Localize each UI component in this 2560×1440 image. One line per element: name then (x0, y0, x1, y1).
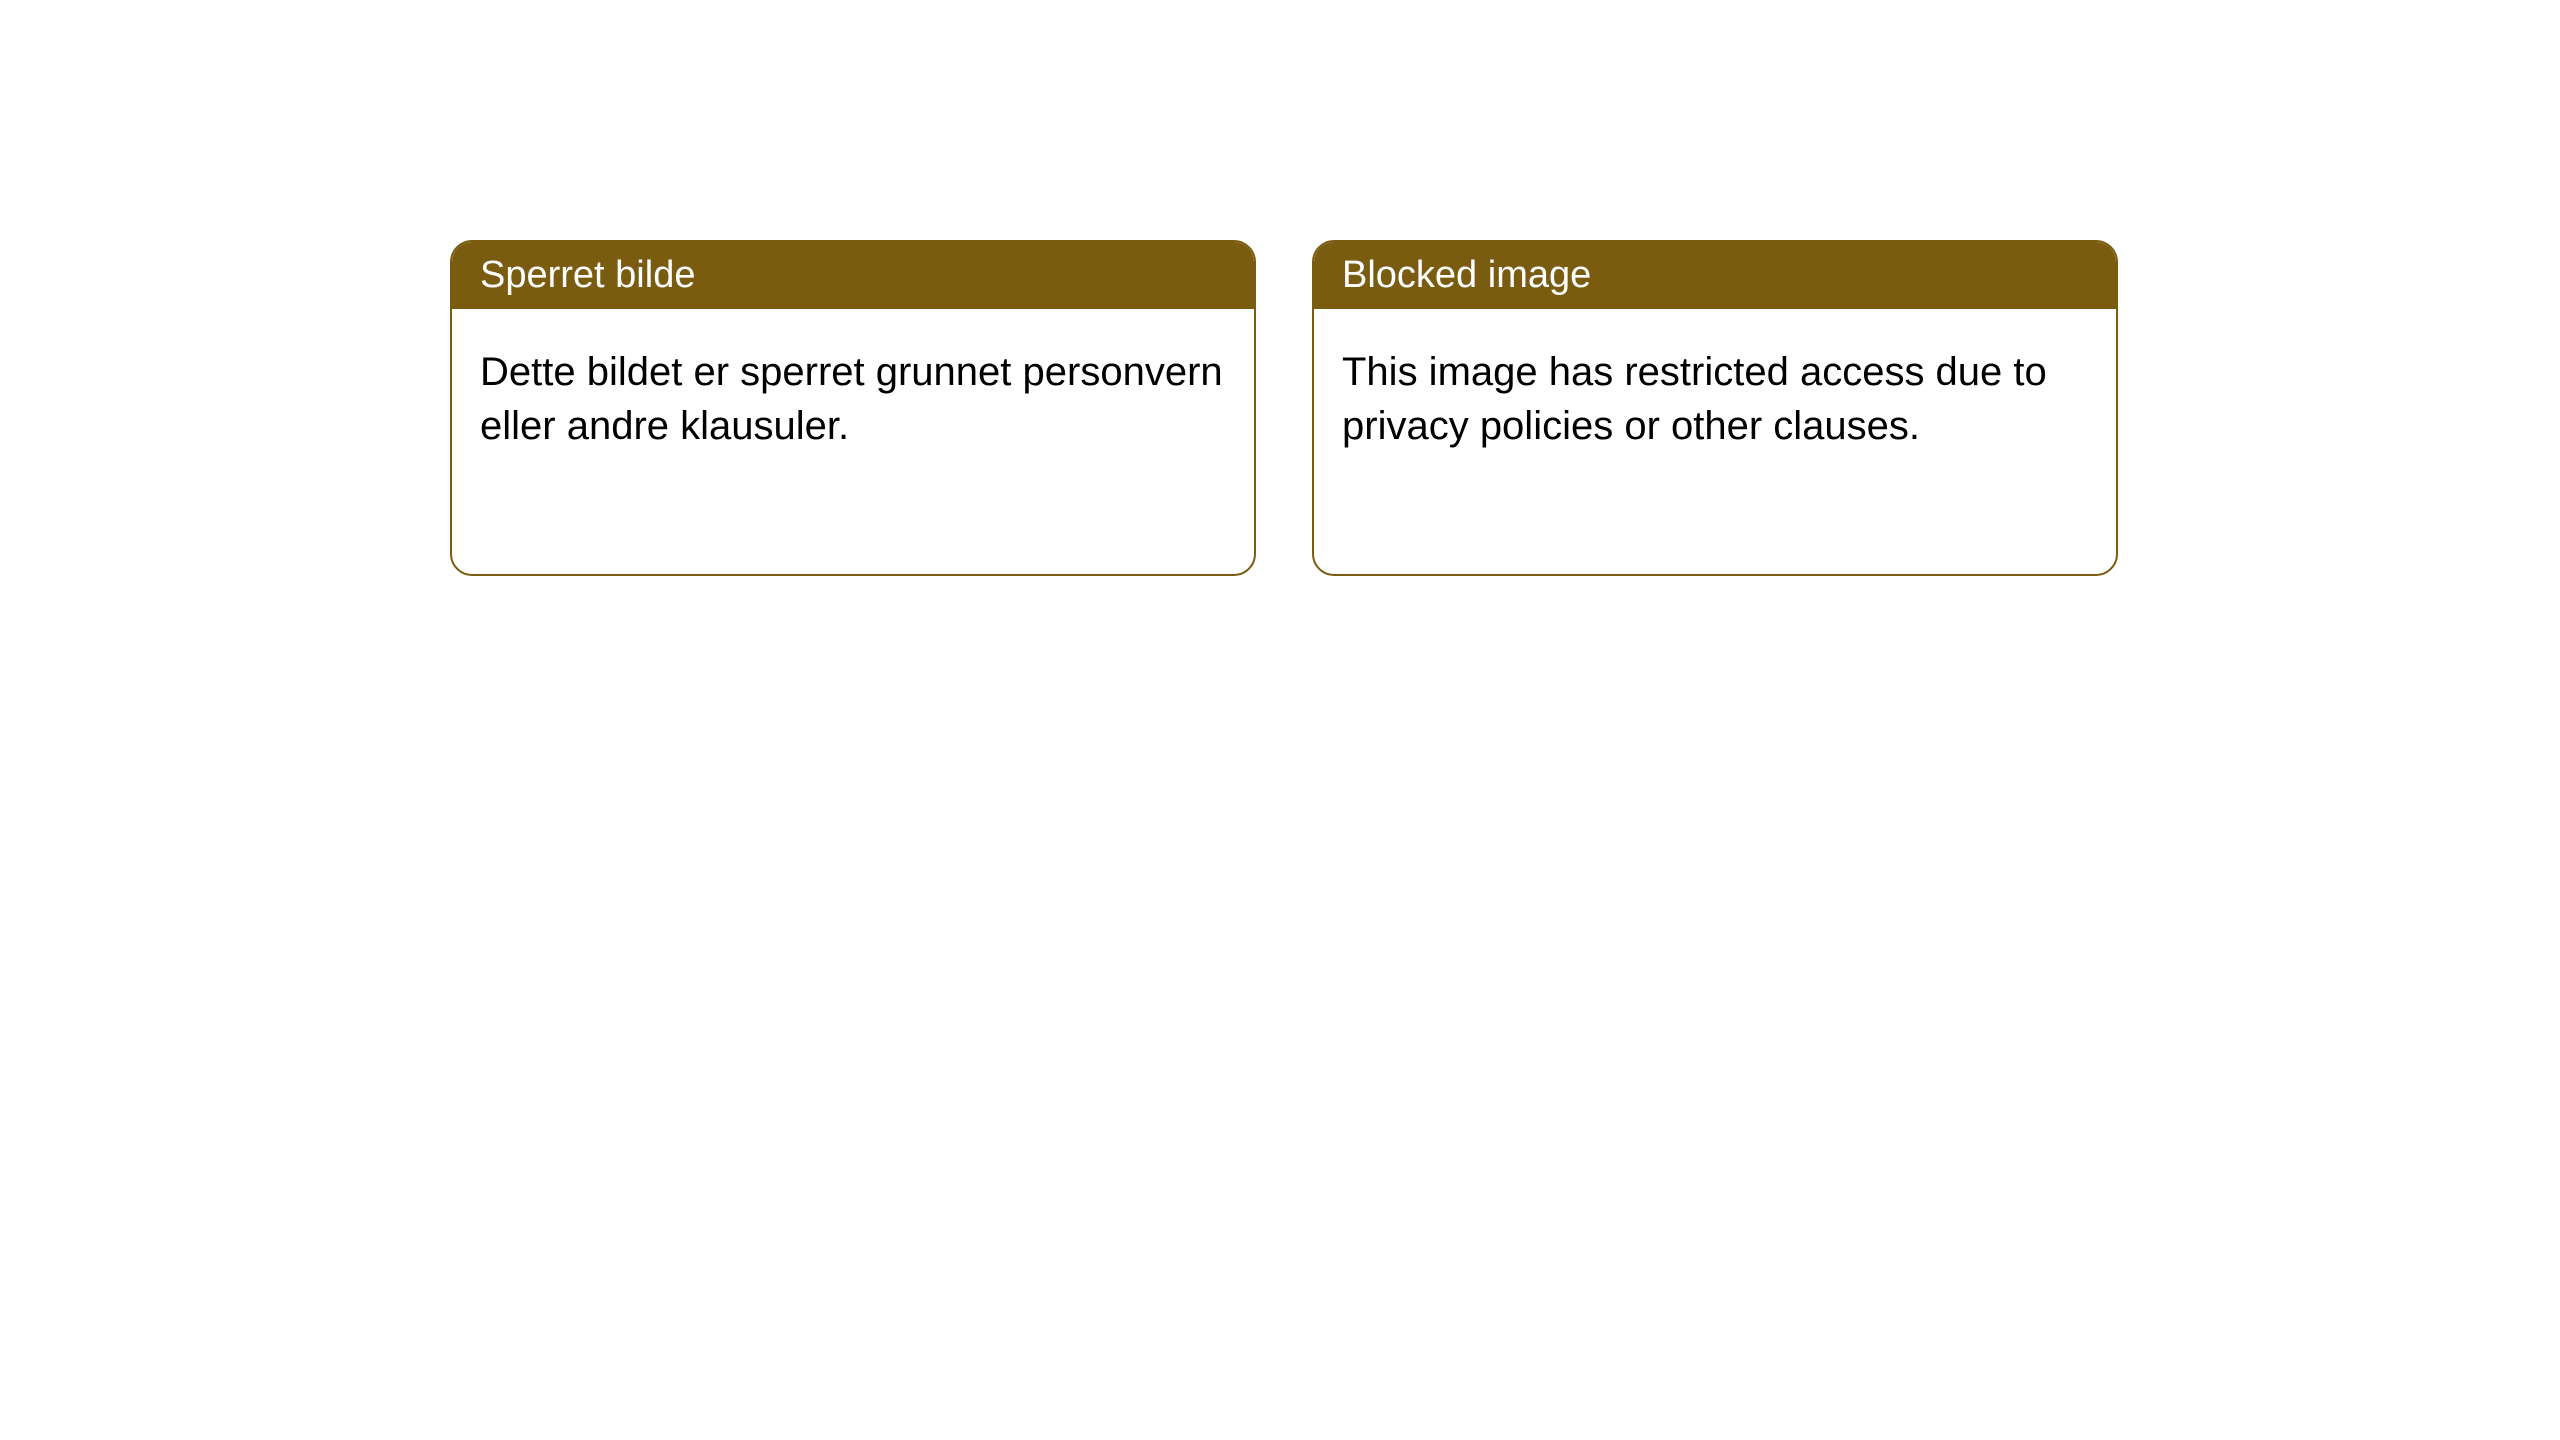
notice-header-norwegian: Sperret bilde (452, 242, 1254, 309)
notice-text: This image has restricted access due to … (1342, 350, 2047, 448)
notice-body-english: This image has restricted access due to … (1314, 309, 2116, 489)
notice-header-english: Blocked image (1314, 242, 2116, 309)
notice-card-english: Blocked image This image has restricted … (1312, 240, 2118, 576)
notice-title: Blocked image (1342, 254, 1591, 296)
notice-card-norwegian: Sperret bilde Dette bildet er sperret gr… (450, 240, 1256, 576)
notice-container: Sperret bilde Dette bildet er sperret gr… (0, 0, 2560, 576)
notice-title: Sperret bilde (480, 254, 695, 296)
notice-text: Dette bildet er sperret grunnet personve… (480, 350, 1223, 448)
notice-body-norwegian: Dette bildet er sperret grunnet personve… (452, 309, 1254, 489)
